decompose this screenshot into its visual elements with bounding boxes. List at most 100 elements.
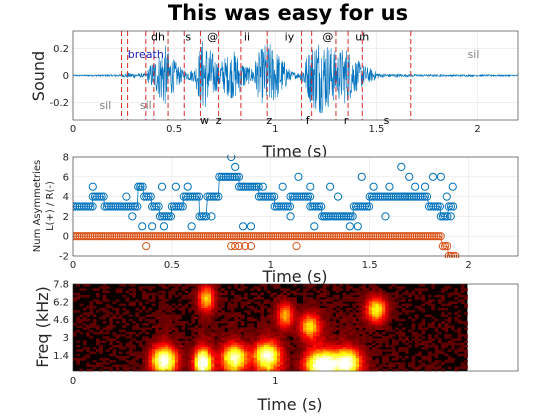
spectrogram-cell bbox=[211, 340, 215, 344]
spectrogram-cell bbox=[234, 349, 238, 352]
spectrogram-cell bbox=[309, 310, 314, 313]
spectrogram-cell bbox=[240, 305, 245, 309]
spectrogram-cell bbox=[286, 366, 291, 370]
asymmetry-point bbox=[221, 232, 230, 241]
spectrogram-cell bbox=[283, 299, 288, 302]
spectrogram-cell bbox=[421, 355, 426, 359]
spectrogram-cell bbox=[309, 312, 314, 315]
spectrogram-cell bbox=[306, 344, 311, 348]
spectrogram-cell bbox=[329, 342, 334, 346]
spectrogram-cell bbox=[132, 284, 136, 287]
spectrogram-cell bbox=[293, 316, 297, 320]
spectrogram-cell bbox=[148, 288, 153, 291]
spectrogram-cell bbox=[145, 364, 149, 368]
spectrogram-cell bbox=[339, 357, 343, 361]
spectrogram-cell bbox=[230, 362, 235, 365]
spectrogram-cell bbox=[122, 307, 126, 311]
spectrogram-cell bbox=[119, 316, 123, 320]
spectrogram-cell bbox=[368, 314, 373, 318]
spectrogram-cell bbox=[214, 284, 219, 287]
spectrogram-cell bbox=[82, 340, 87, 344]
spectrogram-cell bbox=[329, 336, 334, 339]
spectrogram-cell bbox=[250, 342, 255, 346]
spectrogram-cell bbox=[332, 344, 337, 348]
spectrogram-cell bbox=[257, 362, 261, 365]
spectrogram-cell bbox=[296, 305, 301, 309]
spectrogram-cell bbox=[178, 323, 182, 326]
spectrogram-cell bbox=[115, 355, 120, 359]
spectrogram-cell bbox=[250, 325, 255, 328]
asymmetry-point bbox=[262, 232, 271, 241]
spectrogram-cell bbox=[253, 342, 258, 346]
spectrogram-cell bbox=[92, 364, 97, 368]
spectrogram-cell bbox=[286, 351, 291, 354]
spectrogram-cell bbox=[168, 297, 173, 300]
spectrogram-cell bbox=[188, 347, 192, 350]
spectrogram-cell bbox=[211, 364, 215, 368]
spectrogram-cell bbox=[309, 334, 314, 337]
spectrogram-cell bbox=[76, 362, 80, 365]
spectrogram-cell bbox=[395, 318, 399, 322]
spectrogram-cell bbox=[181, 366, 186, 370]
spectrogram-cell bbox=[105, 299, 110, 302]
spectrogram-cell bbox=[280, 325, 284, 328]
spectrogram-cell bbox=[260, 325, 265, 328]
spectrogram-cell bbox=[326, 297, 330, 300]
spectrogram-cell bbox=[368, 301, 373, 304]
spectrogram-cell bbox=[148, 314, 153, 318]
asymmetry-point bbox=[158, 232, 167, 241]
spectrogram-cell bbox=[253, 329, 258, 333]
spectrogram-cell bbox=[421, 297, 426, 300]
spectrogram-cell bbox=[296, 360, 301, 363]
asymmetry-point bbox=[155, 232, 165, 241]
spectrogram-cell bbox=[181, 344, 186, 348]
spectrogram-cell bbox=[138, 351, 143, 354]
spectrogram-cell bbox=[247, 344, 251, 348]
spectrogram-cell bbox=[378, 310, 383, 313]
spectrogram-cell bbox=[168, 320, 173, 324]
spectrogram-cell bbox=[184, 353, 189, 357]
spectrogram-cell bbox=[201, 366, 205, 370]
spectrogram-cell bbox=[227, 355, 232, 359]
waveform-ylabel: Sound bbox=[29, 51, 48, 101]
spectrogram-cell bbox=[230, 334, 235, 337]
spectrogram-cell bbox=[293, 320, 297, 324]
spectrogram-cell bbox=[230, 353, 235, 357]
spectrogram-cell bbox=[148, 340, 153, 344]
spectrogram-cell bbox=[158, 307, 163, 311]
spectrogram-cell bbox=[201, 312, 205, 315]
spectrogram-cell bbox=[368, 338, 373, 341]
spectrogram-cell bbox=[316, 368, 320, 372]
spectrogram-cell bbox=[286, 331, 291, 335]
spectrogram-cell bbox=[447, 366, 452, 370]
asymmetry-point bbox=[108, 232, 117, 241]
spectrogram-cell bbox=[234, 362, 238, 365]
spectrogram-cell bbox=[303, 318, 307, 322]
asymmetry-point bbox=[364, 202, 374, 211]
spectrogram-cell bbox=[296, 368, 301, 372]
spectrogram-cell bbox=[421, 340, 426, 344]
spectrogram-cell bbox=[362, 336, 366, 339]
spectrogram-cell bbox=[158, 297, 163, 300]
asymmetry-point bbox=[286, 232, 295, 241]
spectrogram-cell bbox=[368, 318, 373, 322]
spectrogram-cell bbox=[237, 349, 242, 352]
spectrogram-cell bbox=[437, 323, 442, 326]
spectrogram-cell bbox=[128, 342, 133, 346]
spectrogram-cell bbox=[257, 334, 261, 337]
spectrogram-cell bbox=[312, 368, 317, 372]
spectrogram-cell bbox=[358, 329, 363, 333]
spectrogram-cell bbox=[312, 312, 317, 315]
spectrogram-cell bbox=[362, 344, 366, 348]
spectrogram-cell bbox=[368, 325, 373, 328]
spectrogram-cell bbox=[240, 340, 245, 344]
spectrogram-cell bbox=[197, 338, 202, 341]
spectrogram-cell bbox=[464, 288, 468, 291]
asymmetry-point bbox=[376, 192, 385, 201]
spectrogram-cell bbox=[342, 318, 347, 322]
spectrogram-cell bbox=[270, 320, 274, 324]
spectrogram-cell bbox=[142, 286, 146, 289]
spectrogram-cell bbox=[73, 310, 77, 313]
asymmetry-series bbox=[73, 155, 460, 258]
spectrogram-cell bbox=[329, 310, 334, 313]
